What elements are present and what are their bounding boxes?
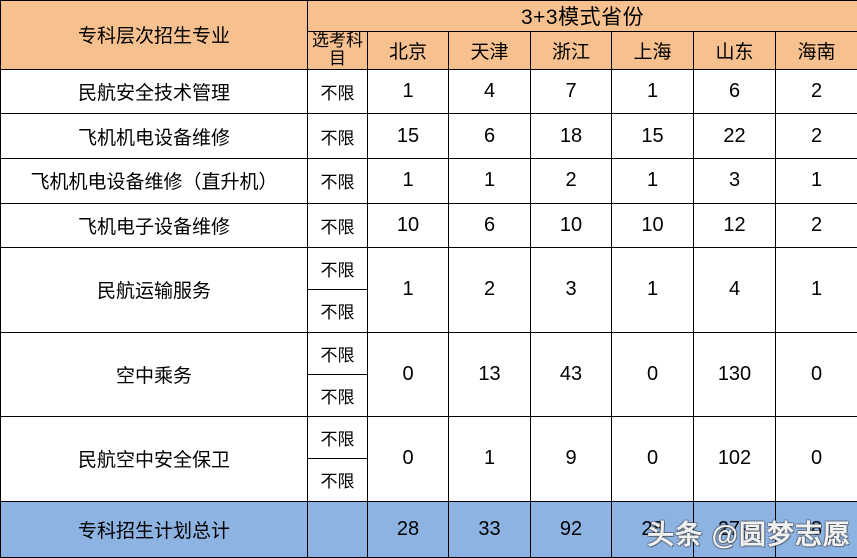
plan-count-cell: 15: [367, 113, 449, 159]
subject-requirement-cell: 不限: [307, 289, 368, 333]
major-name-cell: 飞机机电设备维修: [0, 113, 308, 159]
plan-count-cell: 102: [693, 416, 776, 502]
subject-requirement-cell: 不限: [307, 458, 368, 502]
plan-count-cell: 1: [611, 247, 694, 333]
plan-count-cell: 1: [367, 157, 449, 204]
plan-count-cell: 1: [774, 157, 857, 204]
total-count-cell: 279: [693, 500, 776, 558]
total-count-cell: 28: [611, 500, 694, 558]
plan-count-cell: 6: [693, 68, 776, 115]
plan-count-cell: 6: [448, 113, 531, 159]
header-province-shandong: 山东: [693, 31, 776, 70]
plan-count-cell: 22: [693, 113, 776, 159]
plan-count-cell: 0: [367, 416, 449, 502]
plan-count-cell: 1: [611, 157, 694, 204]
plan-count-cell: 10: [367, 202, 449, 249]
plan-count-cell: 3: [530, 247, 612, 333]
plan-count-cell: 18: [530, 113, 612, 159]
table-row: 民航运输服务 不限 1 2 3 1 4 1: [0, 247, 857, 333]
plan-count-cell: 10: [530, 202, 612, 249]
table-row: 空中乘务 不限 0 13 43 0 130 0: [0, 331, 857, 418]
plan-count-cell: 1: [448, 157, 531, 204]
header-province-group: 3+3模式省份: [306, 0, 857, 32]
major-name-cell: 民航运输服务: [0, 247, 308, 333]
plan-count-cell: 3: [693, 157, 776, 204]
plan-count-cell: 7: [530, 68, 612, 115]
plan-count-cell: 6: [448, 202, 531, 249]
plan-count-cell: 0: [367, 331, 449, 418]
table-row: 民航空中安全保卫 不限 0 1 9 0 102 0: [0, 416, 857, 502]
plan-count-cell: 2: [530, 157, 612, 204]
header-province-hainan: 海南: [774, 31, 857, 70]
table-row: 不限: [1, 373, 857, 418]
table-row: 民航安全技术管理 不限 1 4 7 1 6 2: [0, 68, 857, 115]
header-major-column: 专科层次招生专业: [0, 0, 308, 70]
major-name-cell: 飞机机电设备维修（直升机）: [0, 157, 308, 204]
table-row: 飞机机电设备维修 不限 15 6 18 15 22 2: [0, 113, 857, 159]
subject-requirement-cell: 不限: [307, 202, 368, 249]
plan-count-cell: 0: [611, 331, 694, 418]
subject-requirement-cell: 不限: [307, 373, 368, 418]
table-row: 飞机电子设备维修 不限 10 6 10 10 12 2: [0, 202, 857, 249]
plan-count-cell: 15: [611, 113, 694, 159]
plan-count-cell: 1: [367, 247, 449, 333]
total-count-cell: 33: [448, 500, 531, 558]
total-count-cell: 92: [530, 500, 612, 558]
table-row: 飞机机电设备维修（直升机） 不限 1 1 2 1 3 1: [0, 157, 857, 204]
plan-count-cell: 13: [448, 331, 531, 418]
plan-count-cell: 2: [774, 202, 857, 249]
total-label-cell: 专科招生计划总计: [0, 500, 308, 558]
plan-count-cell: 2: [774, 68, 857, 115]
plan-count-cell: 0: [774, 416, 857, 502]
total-count-cell: 28: [367, 500, 449, 558]
plan-count-cell: 10: [611, 202, 694, 249]
plan-count-cell: 1: [611, 68, 694, 115]
subject-requirement-cell: 不限: [307, 157, 368, 204]
plan-count-cell: 0: [611, 416, 694, 502]
header-row-columns: 选考科目 北京 天津 浙江 上海 山东 海南: [1, 31, 857, 70]
plan-count-cell: 1: [448, 416, 531, 502]
subject-requirement-cell: 不限: [307, 247, 368, 291]
table-header: 专科层次招生专业 3+3模式省份 选考科目 北京 天津 浙江 上海 山东 海南: [0, 0, 857, 70]
plan-count-cell: 130: [693, 331, 776, 418]
subject-requirement-cell: 不限: [307, 331, 368, 375]
header-row-group: 专科层次招生专业 3+3模式省份: [0, 0, 857, 70]
total-row: 专科招生计划总计 28 33 92 28 279 8: [0, 500, 857, 558]
plan-count-cell: 2: [448, 247, 531, 333]
plan-count-cell: 4: [693, 247, 776, 333]
subject-requirement-cell: 不限: [307, 416, 368, 460]
table-body: 民航安全技术管理 不限 1 4 7 1 6 2 飞机机电设备维修 不限 15 6 18 15 22 2 飞机机电…: [0, 68, 857, 558]
plan-count-cell: 4: [448, 68, 531, 115]
plan-count-cell: 2: [774, 113, 857, 159]
plan-count-cell: 0: [774, 331, 857, 418]
table-row: 不限: [1, 458, 857, 502]
plan-count-cell: 1: [774, 247, 857, 333]
plan-count-cell: 43: [530, 331, 612, 418]
total-count-cell: 8: [774, 500, 857, 558]
plan-count-cell: 9: [530, 416, 612, 502]
header-province-tianjin: 天津: [448, 31, 531, 70]
major-name-cell: 民航安全技术管理: [0, 68, 308, 115]
subject-requirement-cell: 不限: [307, 113, 368, 159]
major-name-cell: 空中乘务: [0, 331, 308, 418]
header-province-shanghai: 上海: [611, 31, 694, 70]
header-province-beijing: 北京: [367, 31, 449, 70]
header-subject-column: 选考科目: [307, 31, 368, 70]
header-province-zhejiang: 浙江: [530, 31, 612, 70]
table-row: 不限: [1, 289, 857, 333]
major-name-cell: 飞机电子设备维修: [0, 202, 308, 249]
major-name-cell: 民航空中安全保卫: [0, 416, 308, 502]
plan-count-cell: 12: [693, 202, 776, 249]
subject-requirement-cell: 不限: [307, 68, 368, 115]
plan-count-cell: 1: [367, 68, 449, 115]
total-subject-cell: [307, 500, 368, 558]
